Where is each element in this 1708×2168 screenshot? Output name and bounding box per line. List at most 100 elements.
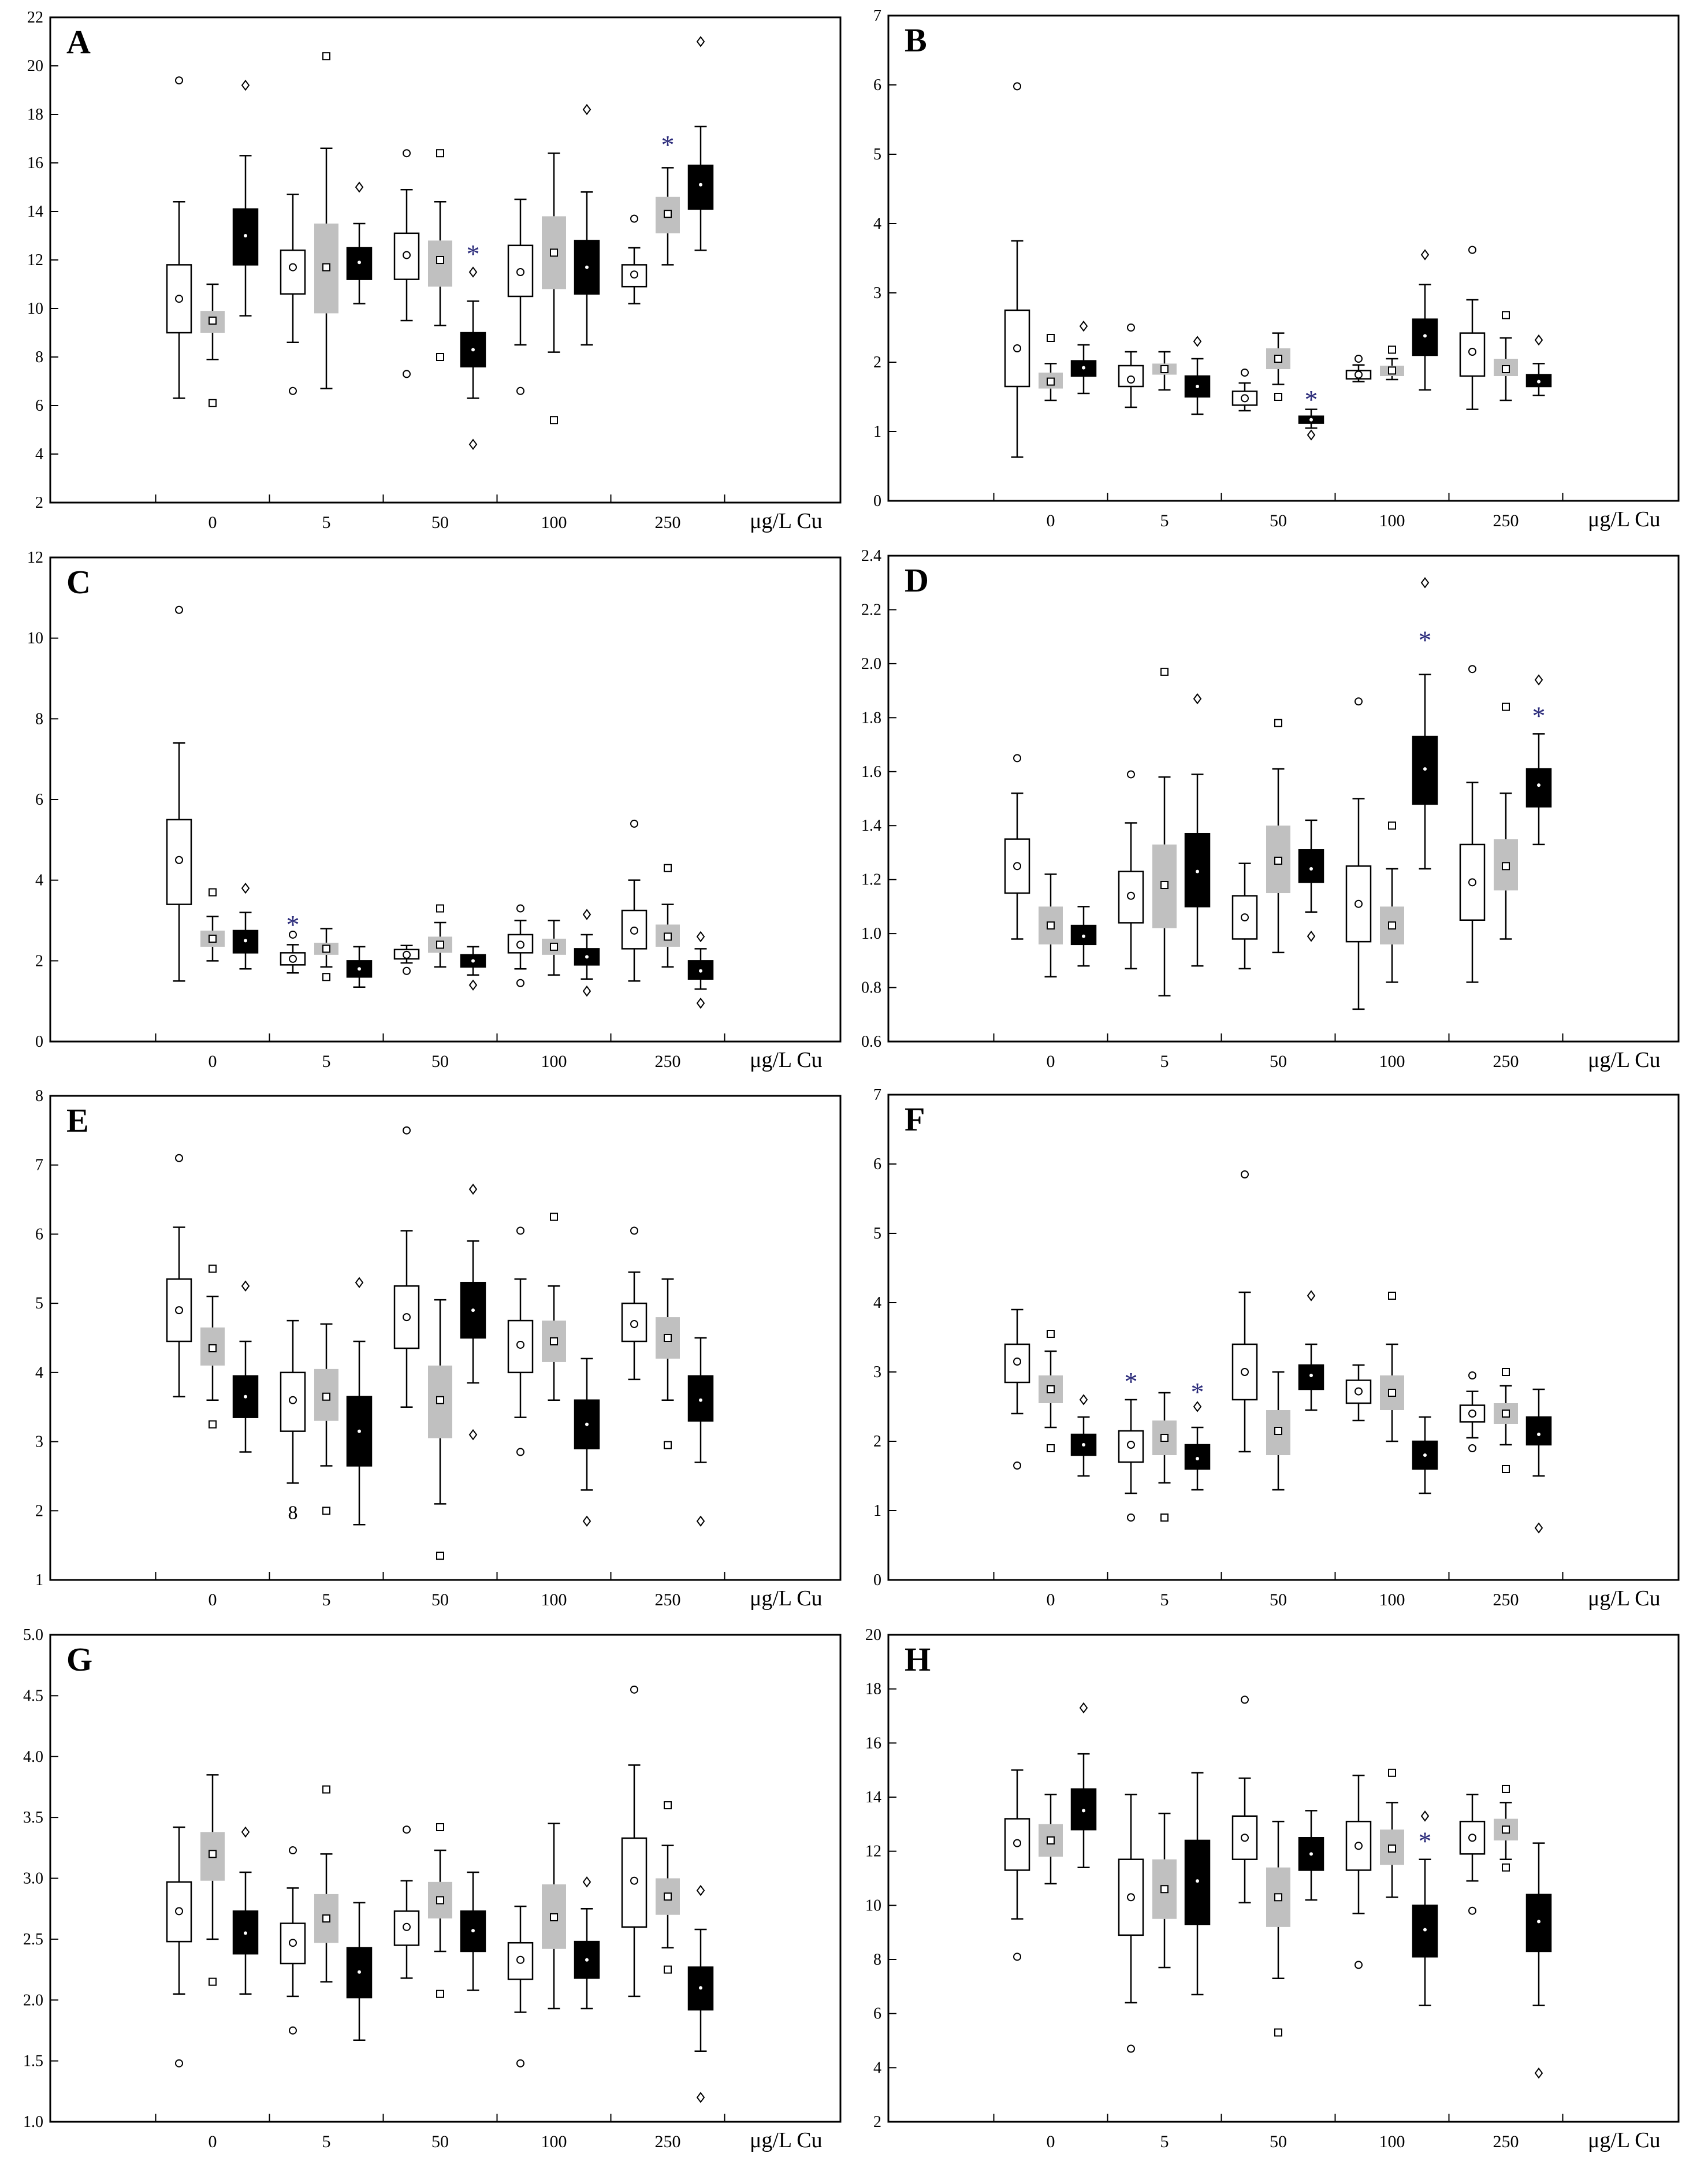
- y-tick-label: 2.2: [861, 601, 881, 619]
- median-marker: [1196, 1879, 1199, 1883]
- y-tick-label: 4: [35, 445, 43, 463]
- box-white-0: [1004, 1308, 1030, 1470]
- median-marker: [1388, 1389, 1396, 1397]
- iqr-box: [280, 249, 306, 295]
- box-black-5: [1184, 1772, 1211, 1996]
- x-tick-label: 250: [655, 2132, 681, 2151]
- median-marker: [175, 856, 183, 864]
- outlier-point: [1502, 1465, 1510, 1473]
- box-grey-0: [1039, 1794, 1063, 1885]
- box-white-250: [1459, 246, 1486, 410]
- median-marker: [1047, 1385, 1055, 1393]
- box-black-250: [1525, 674, 1552, 846]
- y-tick-label: 3: [873, 284, 881, 302]
- median-marker: [585, 265, 589, 269]
- outlier-point: [175, 76, 183, 85]
- outlier-point: [1502, 1784, 1510, 1793]
- outlier-point: [664, 864, 672, 872]
- outlier-point: [403, 966, 411, 975]
- outlier-point: [1047, 1444, 1055, 1452]
- x-tick-label: 5: [1160, 2132, 1169, 2151]
- box-black-250: [687, 1884, 714, 2103]
- outlier-point: [1388, 345, 1396, 354]
- box-black-100: [1412, 1416, 1438, 1494]
- outlier-point: [1193, 1401, 1202, 1412]
- y-tick-label: 10: [27, 630, 43, 648]
- y-tick-label: 7: [873, 1086, 881, 1104]
- box-grey-5: [314, 928, 338, 981]
- median-marker: [516, 1340, 524, 1349]
- median-marker: [1241, 1834, 1249, 1842]
- outlier-point: [403, 1126, 411, 1135]
- box-white-0: [166, 605, 192, 982]
- median-marker: [289, 1396, 297, 1404]
- median-marker: [516, 1955, 524, 1964]
- box-white-250: [1459, 1794, 1486, 1915]
- median-marker: [1355, 370, 1363, 379]
- iqr-box: [1231, 391, 1258, 406]
- x-tick-label: 250: [1493, 511, 1519, 530]
- y-tick-label: 2: [873, 1433, 881, 1451]
- outlier-point: [1468, 1371, 1476, 1379]
- outlier-point: [1307, 1290, 1316, 1301]
- box-white-100: [507, 198, 534, 395]
- median-marker: [1160, 365, 1169, 373]
- median-marker: [664, 210, 672, 218]
- y-tick-label: 5: [873, 146, 881, 163]
- y-tick-label: 4: [873, 215, 881, 233]
- box-black-0: [1070, 320, 1097, 395]
- y-tick-label: 12: [865, 1843, 881, 1861]
- x-tick-label: 0: [209, 1052, 217, 1071]
- box-black-0: [1070, 906, 1097, 967]
- median-marker: [403, 1922, 411, 1931]
- median-marker: [1047, 921, 1055, 930]
- x-tick-label: 50: [1270, 1052, 1287, 1071]
- outlier-point: [1160, 1513, 1169, 1522]
- panel-f: 0 1 2 3 4 5 6 7 0 5 50 100 250 μg/L Cu F * *: [873, 1086, 1680, 1611]
- panel-b: 0 1 2 3 4 5 6 7 0 5 50 100 250 μg/L Cu B *: [873, 7, 1680, 531]
- box-white-0: [166, 76, 192, 399]
- outlier-point: [436, 353, 444, 361]
- median-marker: [471, 1929, 475, 1933]
- median-marker: [209, 934, 217, 943]
- outlier-point: [1193, 336, 1202, 347]
- outlier-point: [403, 370, 411, 378]
- median-marker: [550, 1337, 558, 1345]
- median-marker: [1388, 366, 1396, 375]
- y-tick-label: 2.4: [861, 547, 881, 565]
- median-marker: [1013, 344, 1021, 352]
- significance-asterisk: *: [1419, 625, 1432, 655]
- median-marker: [1241, 394, 1249, 403]
- median-marker: [209, 1344, 217, 1352]
- significance-asterisk: *: [286, 910, 300, 939]
- x-tick-label: 0: [1047, 1052, 1055, 1071]
- y-tick-label: 1: [873, 1502, 881, 1520]
- x-tick-label: 0: [209, 2132, 217, 2151]
- box-white-5: [280, 194, 306, 395]
- outlier-point: [209, 1420, 217, 1429]
- outlier-point: [696, 1884, 705, 1896]
- outlier-point: [436, 149, 444, 158]
- box-white-250: [1459, 1371, 1486, 1452]
- median-marker: [1388, 921, 1396, 930]
- x-tick-label: 100: [1379, 2132, 1405, 2151]
- panel-letter: F: [905, 1100, 925, 1138]
- outlier-point: [1127, 2044, 1135, 2053]
- x-tick-label: 50: [431, 1052, 449, 1071]
- x-axis-unit: μg/L Cu: [750, 509, 823, 533]
- box-black-250: [1525, 1388, 1552, 1534]
- median-marker: [1127, 1893, 1135, 1902]
- box-black-5: [346, 1277, 373, 1526]
- outlier-point: [241, 1826, 250, 1838]
- y-tick-label: 18: [27, 106, 43, 124]
- outlier-point: [630, 1226, 638, 1235]
- median-marker: [175, 1907, 183, 1916]
- outlier-point: [1502, 702, 1510, 711]
- y-tick-label: 2.5: [23, 1931, 43, 1948]
- outlier-point: [664, 1441, 672, 1449]
- significance-asterisk: *: [1419, 1827, 1432, 1856]
- box-grey-50: [1266, 1371, 1290, 1491]
- y-tick-label: 6: [873, 76, 881, 94]
- x-axis-unit: μg/L Cu: [1588, 2128, 1661, 2152]
- box-grey-250: [656, 864, 680, 968]
